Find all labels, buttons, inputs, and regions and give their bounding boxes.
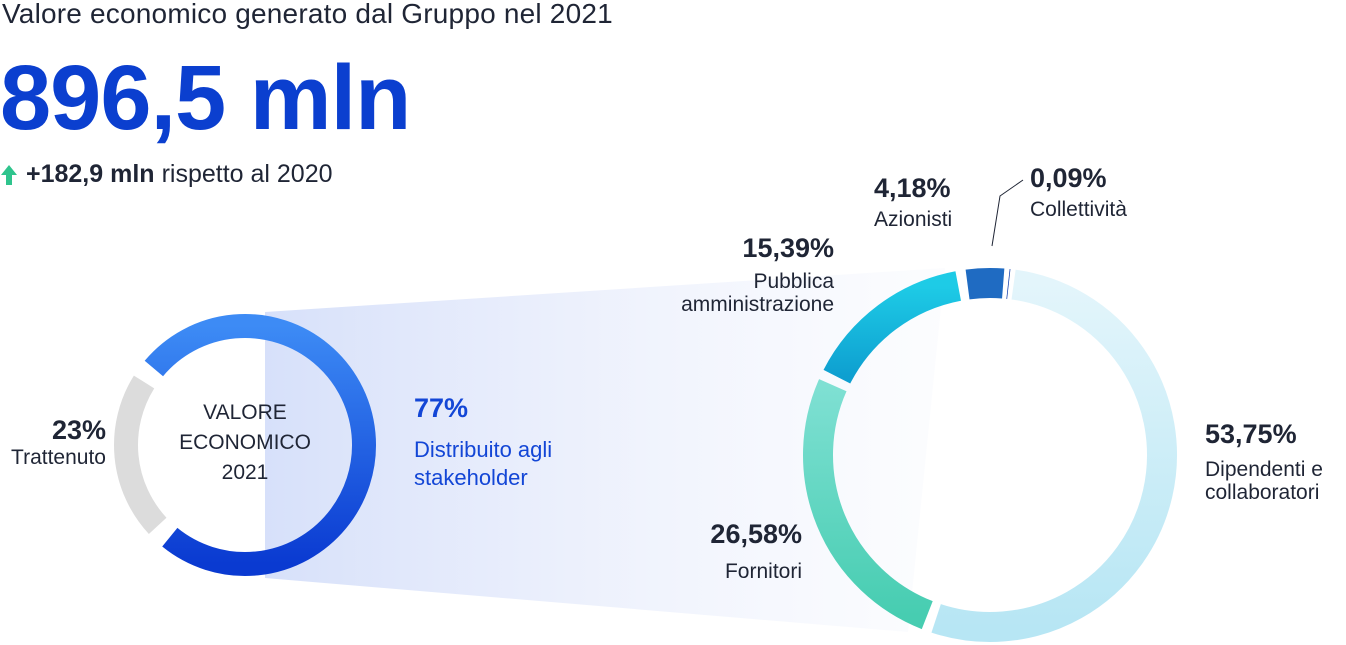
arrow-up-icon: [1, 164, 17, 185]
slice-name: Trattenuto: [11, 446, 106, 469]
slice-name: Distribuito agli stakeholder: [414, 437, 553, 490]
slice-name: Fornitori: [724, 560, 802, 583]
slice-distribuito-agli-stakeholder: [144, 314, 376, 576]
funnel-shape: [265, 268, 945, 632]
slice-label-trattenuto: 23% Trattenuto: [0, 414, 106, 470]
slice-trattenuto: [114, 375, 167, 534]
slice-name: Azionisti: [874, 208, 953, 231]
slice-value: 0,09%: [1030, 163, 1107, 193]
slice-label-distribuito: 77% Distribuito agli stakeholder: [414, 392, 634, 492]
slice-value: 77%: [414, 393, 469, 423]
center-label-line: ECONOMICO: [179, 431, 311, 454]
slice-label-pa: 15,39% Pubblica amministrazione: [640, 232, 834, 316]
slice-pubblica-amministrazione: [823, 271, 962, 384]
donut-1: [114, 314, 376, 576]
slice-label-azionisti: 4,18% Azionisti: [874, 172, 984, 232]
delta-text: rispetto al 2020: [161, 160, 333, 188]
center-label: VALORE ECONOMICO 2021: [150, 398, 340, 488]
slice-label-collettivita: 0,09% Collettività: [1030, 162, 1170, 222]
slice-value: 53,75%: [1205, 419, 1297, 449]
slice-label-fornitori: 26,58% Fornitori: [640, 518, 802, 584]
total-value: 896,5 mln: [0, 47, 411, 149]
slice-value: 26,58%: [710, 519, 802, 549]
slice-label-dipendenti: 53,75% Dipendenti e collaboratori: [1205, 418, 1345, 504]
center-label-line: 2021: [221, 461, 269, 484]
slice-name: Dipendenti e collaboratori: [1205, 458, 1323, 504]
slice-value: 4,18%: [874, 173, 951, 203]
slice-dipendenti-e-collaboratori: [931, 269, 1177, 642]
slice-value: 15,39%: [742, 233, 834, 263]
slice-value: 23%: [51, 415, 106, 445]
donut-2: [803, 268, 1177, 642]
leader-line-collettivita: [991, 179, 1024, 247]
delta-value: +182,9 mln: [26, 160, 155, 188]
slice-name: Pubblica amministrazione: [681, 270, 834, 316]
slice-fornitori: [803, 379, 933, 630]
delta-row: +182,9 mln rispetto al 2020: [0, 160, 333, 189]
slice-azionisti: [965, 268, 1005, 300]
slice-name: Collettività: [1030, 198, 1127, 221]
chart-title: Valore economico generato dal Gruppo nel…: [2, 0, 613, 29]
center-label-line: VALORE: [203, 401, 287, 424]
